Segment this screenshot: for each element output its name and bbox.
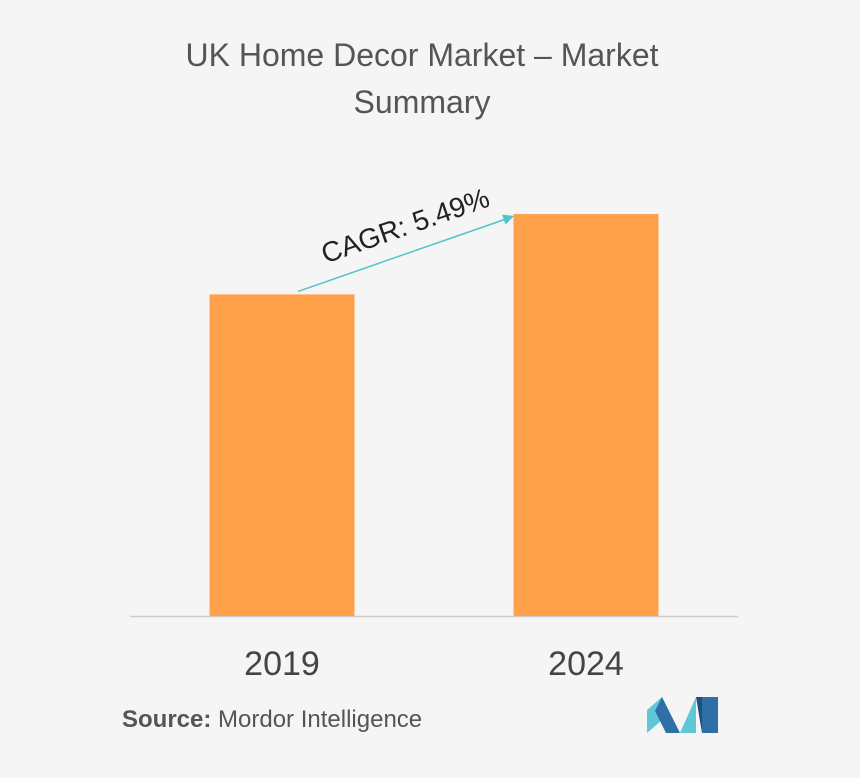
- bar: [209, 294, 355, 616]
- x-tick-label: 2019: [244, 645, 320, 683]
- cagr-arrowhead: [502, 214, 514, 225]
- chart-title: UK Home Decor Market – Market Summary: [185, 37, 659, 120]
- x-tick-label: 2024: [548, 645, 624, 683]
- bar: [513, 214, 659, 616]
- cagr-label: CAGR: 5.49%: [317, 182, 493, 269]
- cagr-arrow: [297, 218, 507, 293]
- source-text: Mordor Intelligence: [218, 706, 423, 733]
- source-label: Source:: [122, 706, 212, 733]
- logo: [647, 697, 718, 733]
- source: Source: Mordor Intelligence: [122, 706, 422, 734]
